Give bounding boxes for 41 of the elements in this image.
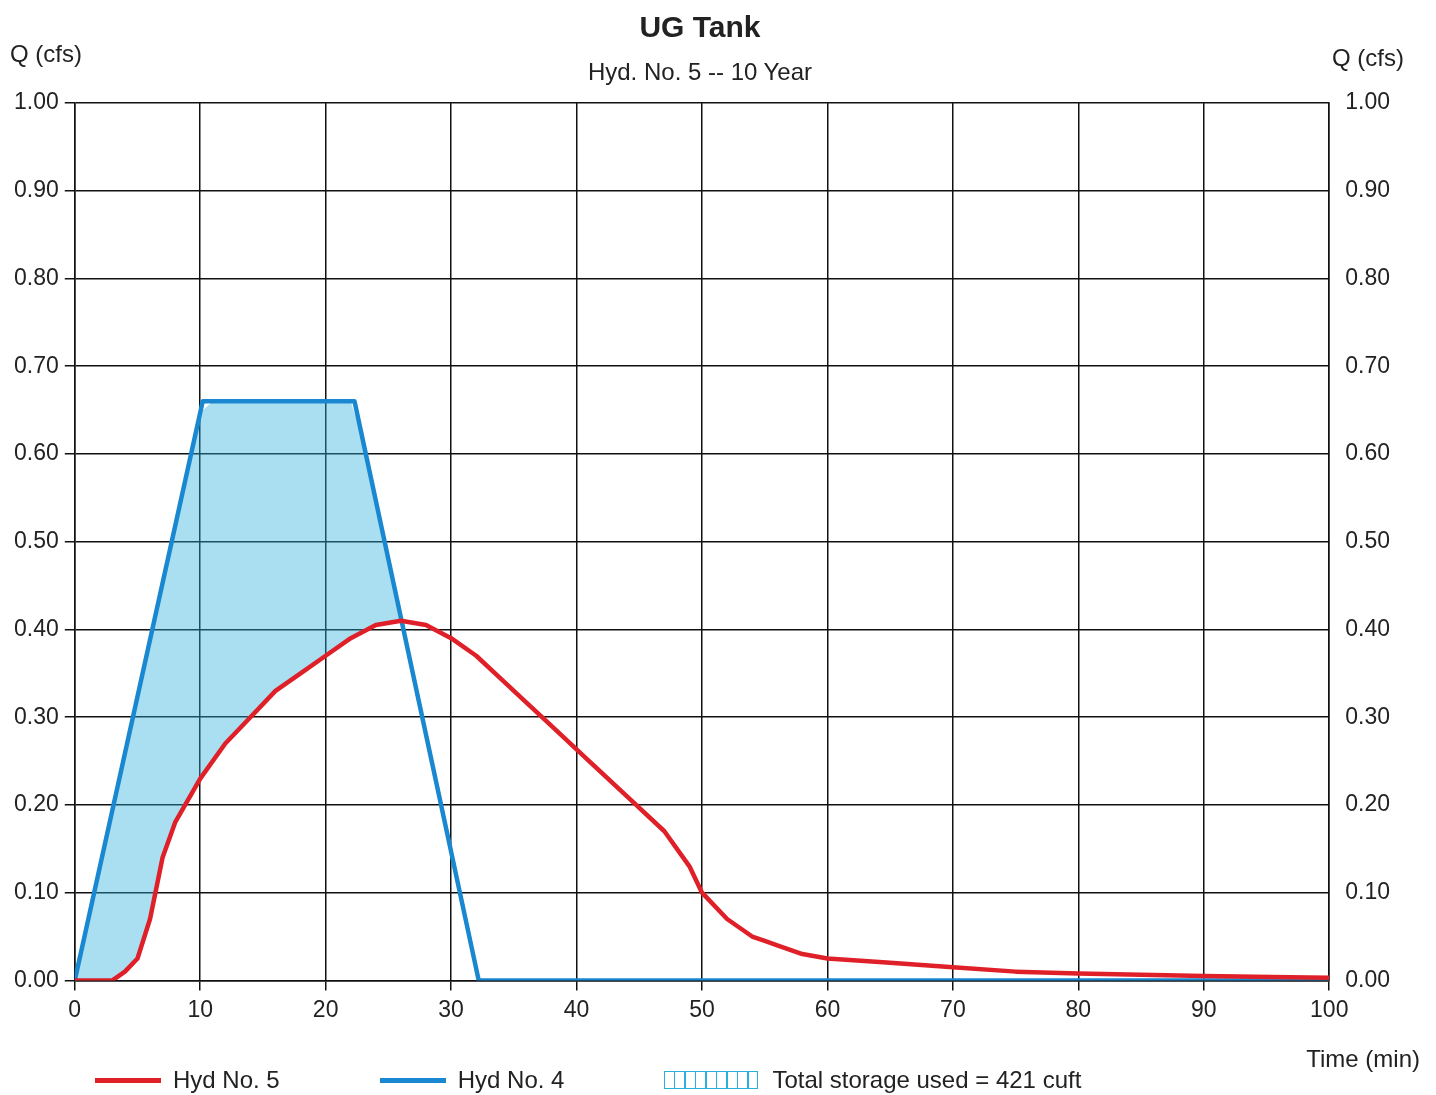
- y-tick-label: 0.00: [14, 965, 59, 992]
- x-tick-label: 60: [814, 995, 841, 1022]
- y-tick-label: 0.60: [14, 439, 59, 466]
- y2-axis-title: Q (cfs): [1332, 44, 1404, 72]
- chart-subtitle: Hyd. No. 5 -- 10 Year: [587, 58, 813, 85]
- chart-title: UG Tank: [639, 10, 761, 43]
- legend-label: Total storage used = 421 cuft: [772, 1066, 1082, 1094]
- x-tick-label: 20: [312, 995, 339, 1022]
- y-tick-label: 0.50: [14, 527, 59, 554]
- y-tick-label: 0.70: [14, 351, 59, 378]
- x-tick-label: 100: [1310, 995, 1349, 1022]
- y2-tick-label: 0.30: [1345, 702, 1390, 729]
- legend-label: Hyd No. 5: [173, 1066, 280, 1094]
- y-tick-label: 0.20: [14, 790, 59, 817]
- y2-tick-label: 0.20: [1345, 790, 1390, 817]
- y2-tick-label: 0.50: [1345, 527, 1390, 554]
- x-tick-label: 10: [187, 995, 214, 1022]
- y2-tick-label: 0.80: [1345, 263, 1390, 290]
- x-tick-label: 70: [940, 995, 966, 1022]
- y-tick-label: 0.80: [14, 263, 59, 290]
- x-axis-title: Time (min): [1306, 1045, 1420, 1073]
- x-tick-label: 50: [689, 995, 715, 1022]
- x-tick-label: 80: [1065, 995, 1092, 1022]
- y2-tick-label: 0.70: [1345, 351, 1390, 378]
- y-axis-title: Q (cfs): [10, 40, 82, 68]
- y2-tick-label: 0.40: [1345, 614, 1390, 641]
- y2-tick-label: 1.00: [1345, 88, 1390, 115]
- x-tick-label: 40: [563, 995, 590, 1022]
- y2-tick-label: 0.60: [1345, 439, 1390, 466]
- y-tick-label: 0.90: [14, 176, 59, 203]
- y-tick-label: 1.00: [14, 88, 59, 115]
- y2-tick-label: 0.90: [1345, 176, 1390, 203]
- x-tick-label: 0: [68, 995, 82, 1022]
- y-tick-label: 0.10: [14, 878, 59, 904]
- x-tick-label: 90: [1190, 995, 1217, 1022]
- legend-label: Hyd No. 4: [457, 1066, 565, 1094]
- y2-tick-label: 0.00: [1345, 965, 1390, 992]
- y-tick-label: 0.30: [14, 702, 59, 729]
- x-tick-label: 30: [438, 995, 464, 1022]
- y2-tick-label: 0.10: [1345, 878, 1390, 904]
- y-tick-label: 0.40: [14, 614, 59, 641]
